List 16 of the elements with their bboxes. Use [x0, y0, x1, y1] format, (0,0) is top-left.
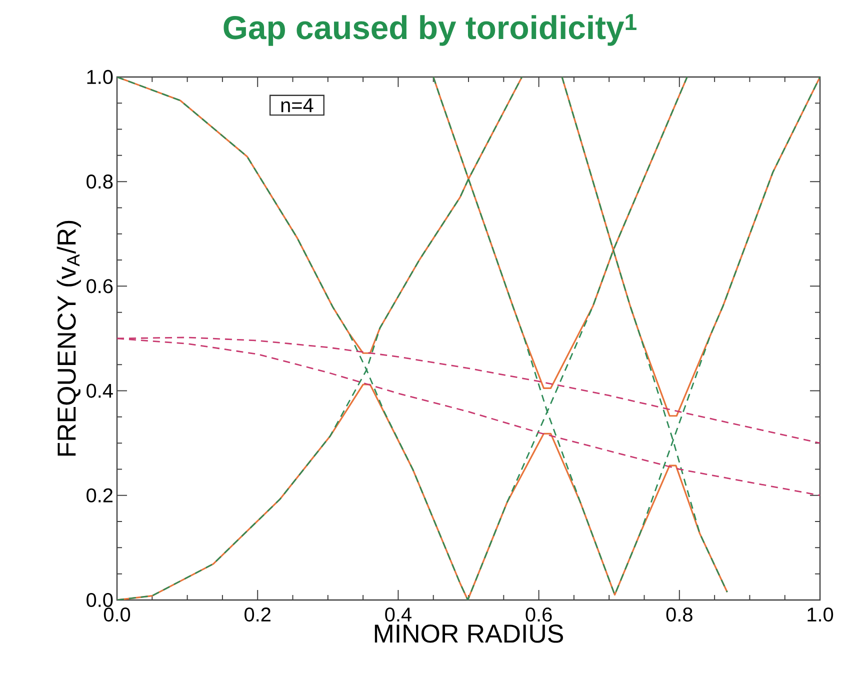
x-axis-title: MINOR RADIUS	[374, 624, 563, 643]
x-tick-label: 0.0	[104, 608, 130, 622]
x-tick-label: 0.8	[666, 608, 692, 622]
x-tick-label: 0.2	[244, 608, 270, 622]
x-tick-label: 0.6	[526, 608, 552, 622]
y-tick-label: 0.0	[86, 592, 113, 608]
y-tick-label: 0.2	[86, 488, 112, 502]
y-tick-label: 0.4	[86, 384, 113, 398]
y-tick-label: 0.6	[86, 279, 113, 294]
y-tick-label: 0.8	[86, 174, 113, 189]
chart-title: Gap caused by toroidicity$^{1}$	[224, 14, 636, 46]
y-tick-label: 1.0	[87, 70, 113, 84]
annotation: n=4	[281, 98, 314, 112]
x-tick-label: 1.0	[808, 608, 834, 622]
x-tick-label: 0.4	[385, 608, 412, 622]
y-axis-title: FREQUENCY (v$_{A}$/R)	[56, 220, 81, 456]
